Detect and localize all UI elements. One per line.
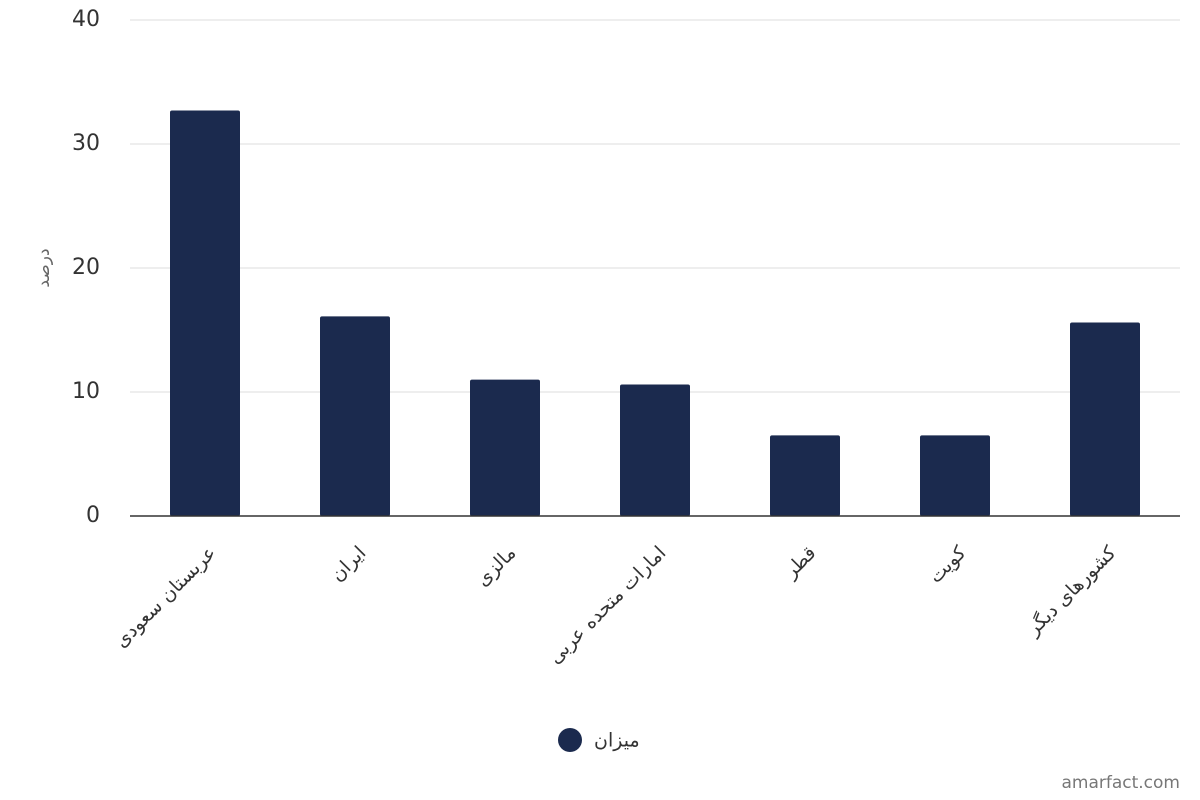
x-tick-label: عربستان سعودی bbox=[110, 542, 220, 652]
y-tick-label: 20 bbox=[72, 255, 100, 280]
legend-label: میزان bbox=[594, 730, 640, 752]
bar bbox=[1070, 322, 1140, 516]
bar bbox=[920, 435, 990, 516]
y-tick-label: 30 bbox=[72, 131, 100, 156]
bar bbox=[770, 435, 840, 516]
legend-marker bbox=[558, 728, 582, 752]
bar bbox=[170, 110, 240, 517]
x-tick-label: ایران bbox=[326, 542, 370, 586]
bar bbox=[620, 384, 690, 516]
x-tick-label: امارات متحده عربی bbox=[544, 542, 670, 668]
y-axis-label: درصد bbox=[34, 248, 54, 287]
x-tick-label: مالزی bbox=[472, 542, 521, 591]
y-tick-label: 40 bbox=[72, 7, 100, 32]
credit: amarfact.com bbox=[1061, 773, 1180, 793]
x-tick-label: قطر bbox=[779, 542, 820, 583]
x-tick-label: کشورهای دیگر bbox=[1021, 540, 1121, 640]
y-tick-label: 10 bbox=[72, 379, 100, 404]
bar bbox=[320, 316, 390, 516]
y-tick-label: 0 bbox=[86, 503, 100, 528]
x-tick-label: کویت bbox=[925, 541, 971, 587]
bar bbox=[470, 379, 540, 516]
